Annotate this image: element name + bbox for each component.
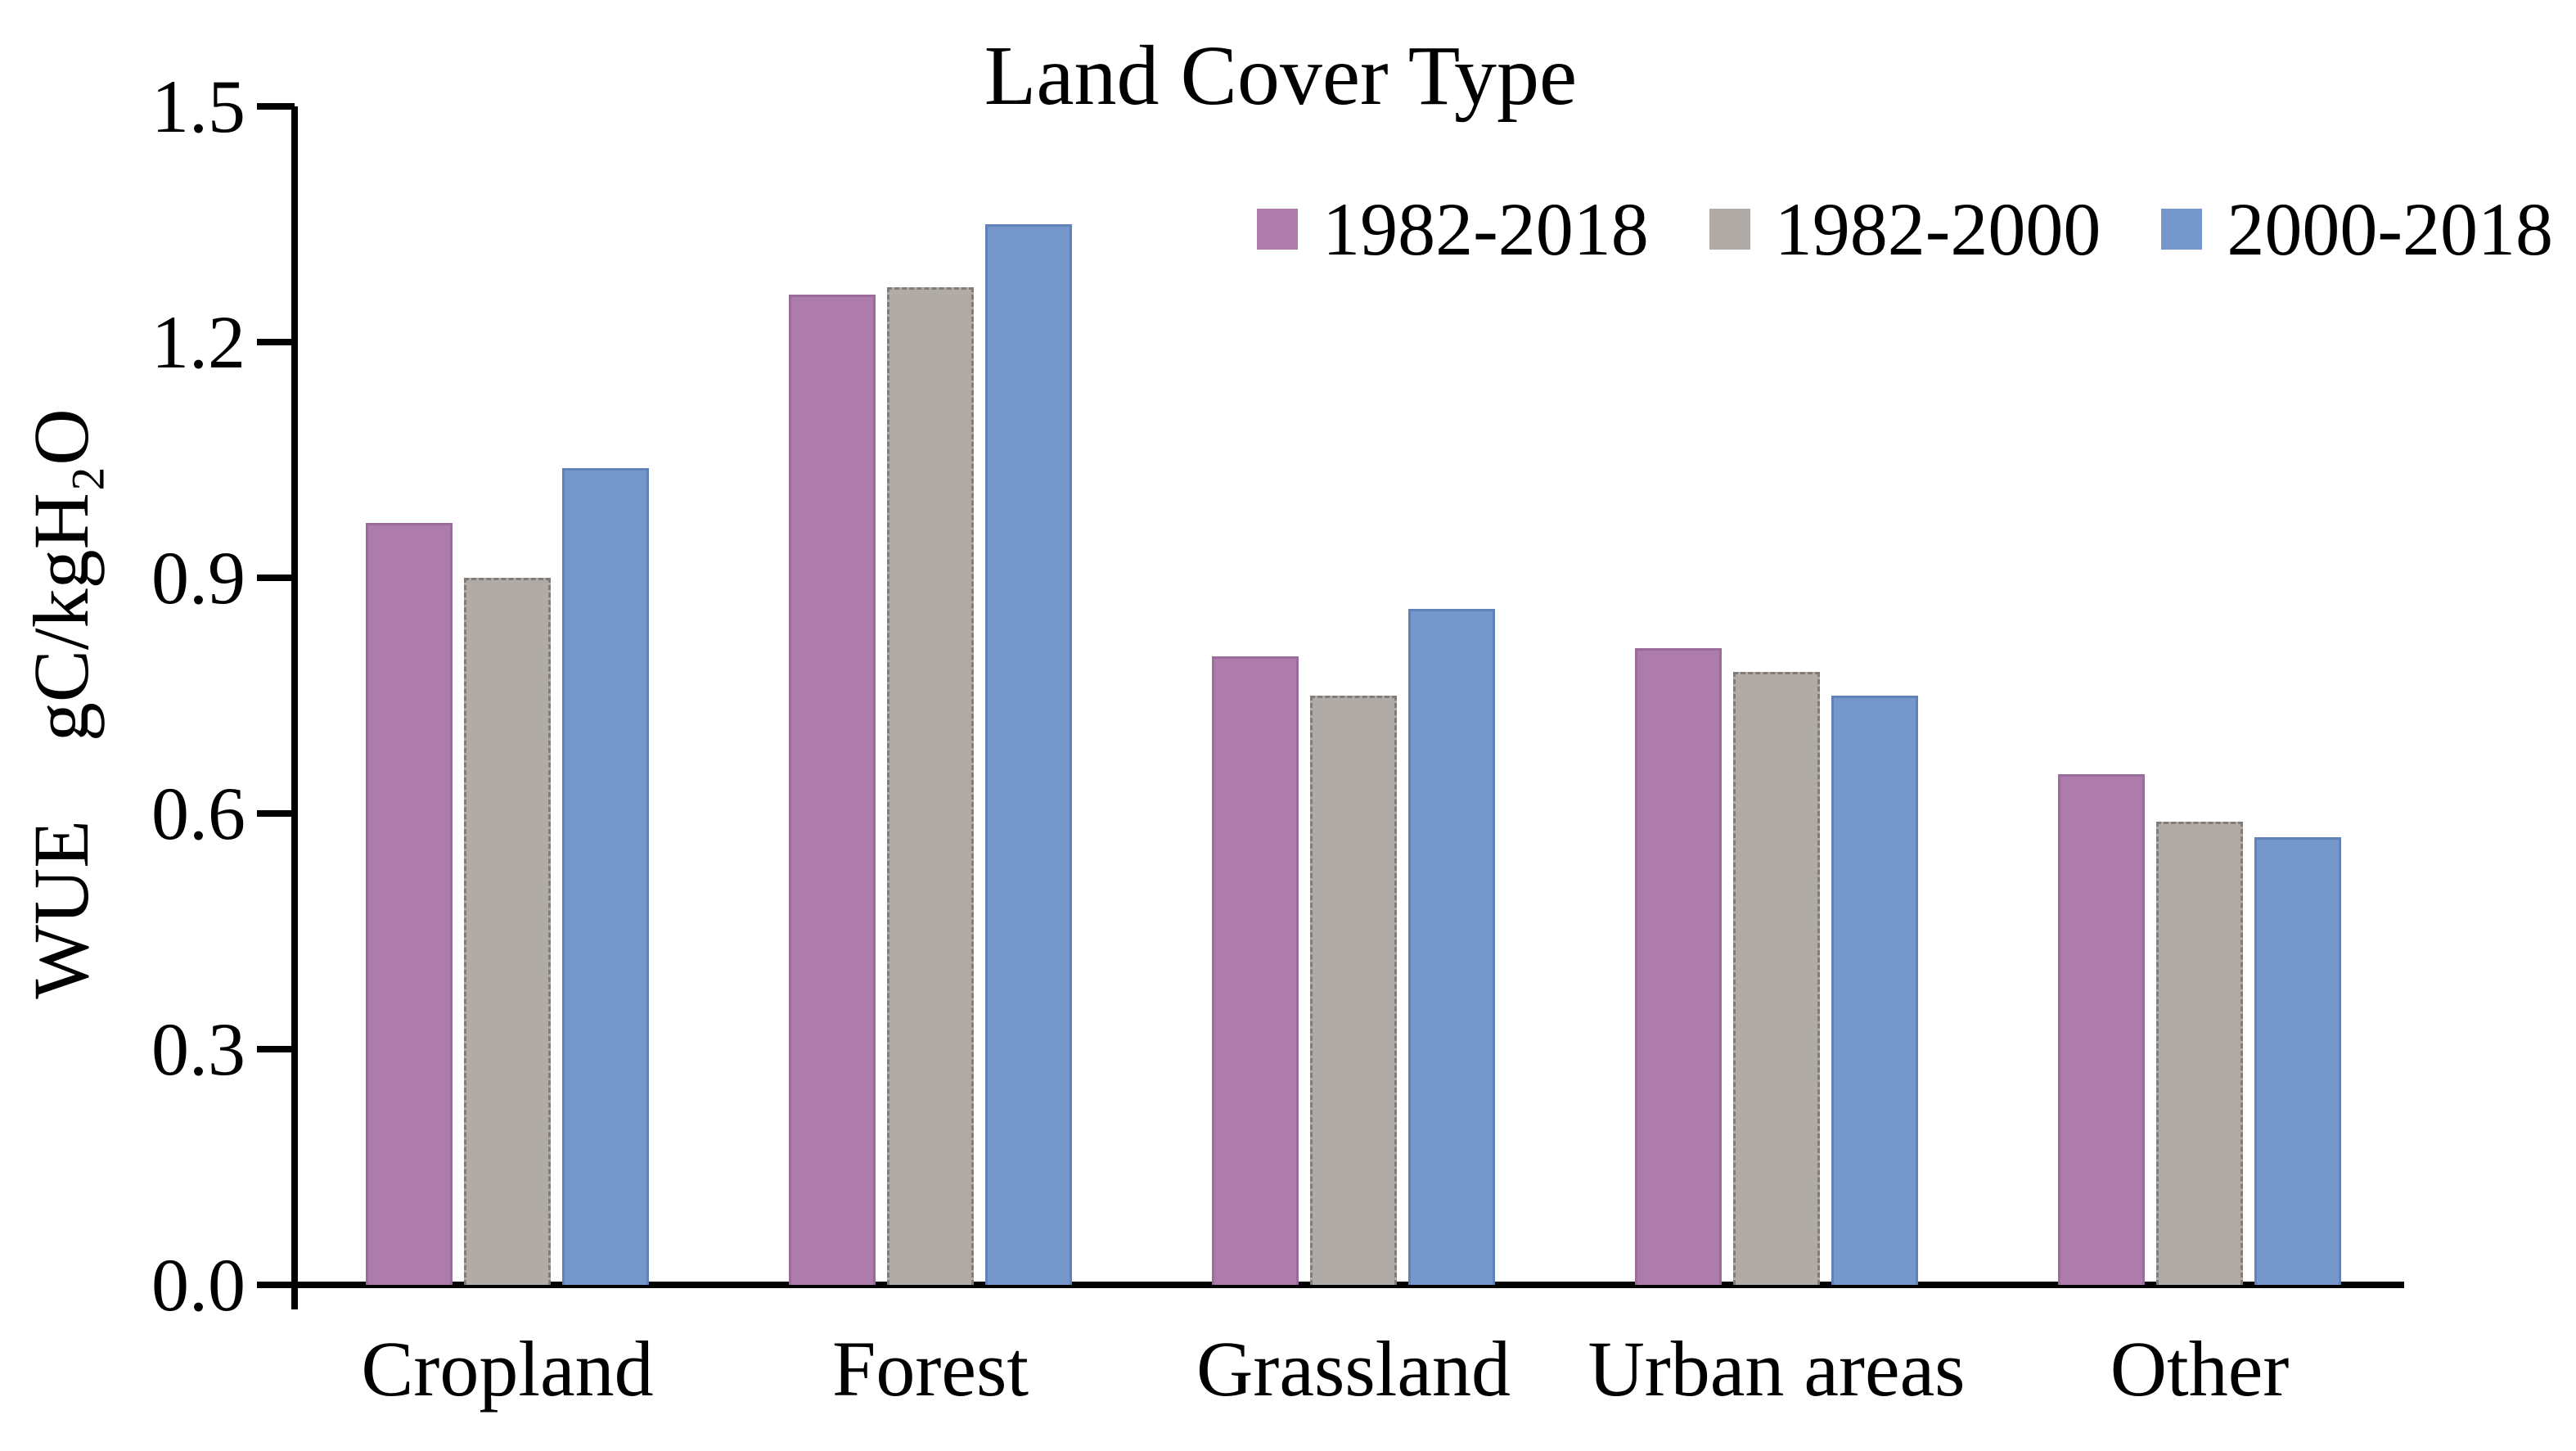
bar-2000-2018-Cropland bbox=[562, 468, 649, 1285]
x-axis-label-forest: Forest bbox=[832, 1325, 1029, 1413]
legend-swatch-1982-2018 bbox=[1257, 209, 1299, 250]
x-axis-label-grassland: Grassland bbox=[1196, 1325, 1511, 1413]
chart-title: Land Cover Type bbox=[984, 29, 1578, 123]
x-axis-label-other: Other bbox=[2110, 1325, 2290, 1413]
y-axis-line bbox=[291, 106, 298, 1309]
bar-2000-2018-Forest bbox=[985, 224, 1072, 1285]
legend-item-2000-2018: 2000-2018 bbox=[2161, 180, 2553, 278]
legend-label: 1982-2018 bbox=[1322, 187, 1649, 271]
bar-1982-2018-Other bbox=[2058, 774, 2145, 1285]
bar-1982-2000-Cropland bbox=[464, 578, 551, 1285]
y-tick bbox=[257, 339, 295, 345]
x-axis-label-urban-areas: Urban areas bbox=[1587, 1325, 1966, 1413]
bar-1982-2000-Urban areas bbox=[1733, 672, 1820, 1285]
bar-1982-2018-Urban areas bbox=[1635, 648, 1722, 1285]
legend: 1982-2018 1982-2000 2000-2018 bbox=[1257, 180, 2553, 278]
legend-swatch-2000-2018 bbox=[2161, 209, 2203, 250]
x-axis-label-cropland: Cropland bbox=[361, 1325, 654, 1413]
y-tick-label: 0.3 bbox=[151, 1007, 245, 1091]
x-axis-line bbox=[277, 1282, 2404, 1288]
y-tick-label: 0.6 bbox=[151, 772, 245, 855]
legend-label: 1982-2000 bbox=[1774, 187, 2101, 271]
y-tick-label: 1.5 bbox=[151, 65, 245, 148]
y-tick-label: 0.0 bbox=[151, 1243, 245, 1327]
legend-label: 2000-2018 bbox=[2227, 187, 2553, 271]
bar-2000-2018-Urban areas bbox=[1831, 696, 1918, 1285]
y-tick-label: 1.2 bbox=[151, 300, 245, 384]
legend-item-1982-2018: 1982-2018 bbox=[1257, 180, 1649, 278]
y-tick bbox=[257, 1046, 295, 1052]
bar-2000-2018-Other bbox=[2254, 837, 2341, 1285]
bar-1982-2000-Other bbox=[2156, 822, 2243, 1285]
bar-1982-2018-Grassland bbox=[1212, 656, 1299, 1285]
bar-1982-2000-Forest bbox=[887, 287, 974, 1285]
bar-2000-2018-Grassland bbox=[1408, 609, 1495, 1285]
y-tick bbox=[257, 103, 295, 110]
y-tick bbox=[257, 1282, 295, 1288]
y-tick bbox=[257, 575, 295, 581]
bar-1982-2018-Cropland bbox=[366, 523, 453, 1285]
y-tick bbox=[257, 810, 295, 817]
bar-1982-2000-Grassland bbox=[1310, 696, 1397, 1285]
legend-swatch-1982-2000 bbox=[1709, 209, 1750, 250]
bar-1982-2018-Forest bbox=[789, 295, 876, 1285]
y-tick-label: 0.9 bbox=[151, 536, 245, 620]
legend-item-1982-2000: 1982-2000 bbox=[1709, 180, 2101, 278]
